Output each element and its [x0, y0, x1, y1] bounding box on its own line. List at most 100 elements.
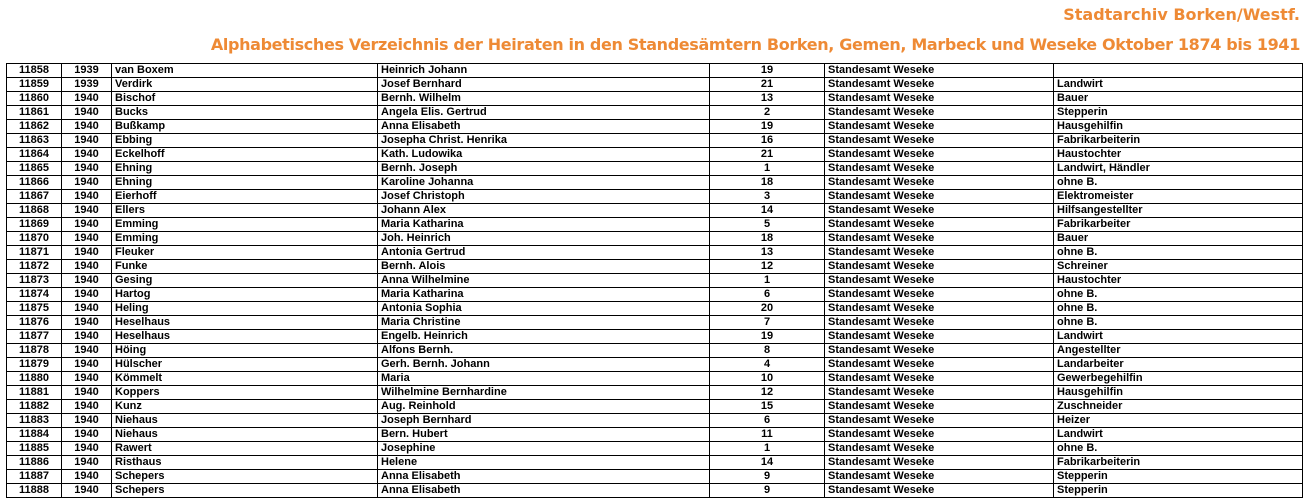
registry-office-cell: Standesamt Weseke — [824, 259, 1054, 274]
first-names-cell: Joh. Heinrich — [377, 231, 710, 246]
number-cell: 4 — [709, 357, 825, 372]
table-row: 11888 1940 Schepers Anna Elisabeth 9 Standesa… — [6, 483, 1303, 498]
entry-number-cell: 11882 — [6, 399, 62, 414]
registry-office-cell: Standesamt Weseke — [824, 203, 1054, 218]
surname-cell: Heselhaus — [111, 315, 378, 330]
registry-office-cell: Standesamt Weseke — [824, 119, 1054, 134]
year-cell: 1940 — [61, 427, 112, 442]
number-cell: 21 — [709, 147, 825, 162]
registry-office-cell: Standesamt Weseke — [824, 455, 1054, 470]
occupation-cell: Bauer — [1053, 91, 1303, 106]
entry-number-cell: 11884 — [6, 427, 62, 442]
occupation-cell: Haustochter — [1053, 147, 1303, 162]
table-row: 11868 1940 Ellers Johann Alex 14 Standesamt W… — [6, 203, 1303, 218]
table-row: 11867 1940 Eierhoff Josef Christoph 3 Standes… — [6, 189, 1303, 204]
surname-cell: Hartog — [111, 287, 378, 302]
first-names-cell: Maria Katharina — [377, 217, 710, 232]
year-cell: 1940 — [61, 329, 112, 344]
year-cell: 1940 — [61, 189, 112, 204]
first-names-cell: Bern. Hubert — [377, 427, 710, 442]
surname-cell: Ehning — [111, 175, 378, 190]
occupation-cell: Angestellter — [1053, 343, 1303, 358]
first-names-cell: Anna Elisabeth — [377, 469, 710, 484]
year-cell: 1940 — [61, 231, 112, 246]
surname-cell: Bußkamp — [111, 119, 378, 134]
entry-number-cell: 11883 — [6, 413, 62, 428]
occupation-cell: Elektromeister — [1053, 189, 1303, 204]
year-cell: 1940 — [61, 273, 112, 288]
year-cell: 1940 — [61, 343, 112, 358]
number-cell: 1 — [709, 441, 825, 456]
surname-cell: Ehning — [111, 161, 378, 176]
surname-cell: Hülscher — [111, 357, 378, 372]
entry-number-cell: 11885 — [6, 441, 62, 456]
surname-cell: Heling — [111, 301, 378, 316]
entry-number-cell: 11870 — [6, 231, 62, 246]
occupation-cell: ohne B. — [1053, 301, 1303, 316]
table-row: 11866 1940 Ehning Karoline Johanna 18 Standes… — [6, 175, 1303, 190]
entry-number-cell: 11868 — [6, 203, 62, 218]
surname-cell: Höing — [111, 343, 378, 358]
first-names-cell: Anna Elisabeth — [377, 483, 710, 498]
surname-cell: Kömmelt — [111, 371, 378, 386]
registry-office-cell: Standesamt Weseke — [824, 231, 1054, 246]
first-names-cell: Antonia Gertrud — [377, 245, 710, 260]
entry-number-cell: 11873 — [6, 273, 62, 288]
table-row: 11875 1940 Heling Antonia Sophia 20 Standesam… — [6, 301, 1303, 316]
entry-number-cell: 11872 — [6, 259, 62, 274]
entry-number-cell: 11887 — [6, 469, 62, 484]
occupation-cell: ohne B. — [1053, 287, 1303, 302]
occupation-cell: Stepperin — [1053, 469, 1303, 484]
year-cell: 1940 — [61, 385, 112, 400]
first-names-cell: Josef Bernhard — [377, 77, 710, 92]
first-names-cell: Maria — [377, 371, 710, 386]
number-cell: 1 — [709, 273, 825, 288]
occupation-cell: Fabrikarbeiter — [1053, 217, 1303, 232]
archive-name: Stadtarchiv Borken/Westf. — [1063, 5, 1300, 24]
occupation-cell: Hausgehilfin — [1053, 385, 1303, 400]
number-cell: 18 — [709, 231, 825, 246]
surname-cell: Gesing — [111, 273, 378, 288]
number-cell: 14 — [709, 203, 825, 218]
registry-office-cell: Standesamt Weseke — [824, 77, 1054, 92]
occupation-cell: Hausgehilfin — [1053, 119, 1303, 134]
entry-number-cell: 11862 — [6, 119, 62, 134]
occupation-cell: Gewerbegehilfin — [1053, 371, 1303, 386]
year-cell: 1940 — [61, 357, 112, 372]
surname-cell: Emming — [111, 217, 378, 232]
surname-cell: Niehaus — [111, 427, 378, 442]
surname-cell: Koppers — [111, 385, 378, 400]
registry-office-cell: Standesamt Weseke — [824, 469, 1054, 484]
entry-number-cell: 11877 — [6, 329, 62, 344]
entry-number-cell: 11860 — [6, 91, 62, 106]
surname-cell: Fleuker — [111, 245, 378, 260]
number-cell: 3 — [709, 189, 825, 204]
occupation-cell: ohne B. — [1053, 441, 1303, 456]
occupation-cell: ohne B. — [1053, 315, 1303, 330]
number-cell: 13 — [709, 245, 825, 260]
occupation-cell: Haustochter — [1053, 273, 1303, 288]
table-row: 11885 1940 Rawert Josephine 1 Standesamt Wese… — [6, 441, 1303, 456]
entry-number-cell: 11866 — [6, 175, 62, 190]
table-row: 11862 1940 Bußkamp Anna Elisabeth 19 Standesa… — [6, 119, 1303, 134]
number-cell: 16 — [709, 133, 825, 148]
entry-number-cell: 11888 — [6, 483, 62, 498]
surname-cell: Kunz — [111, 399, 378, 414]
year-cell: 1940 — [61, 399, 112, 414]
surname-cell: Ellers — [111, 203, 378, 218]
occupation-cell: Stepperin — [1053, 483, 1303, 498]
registry-office-cell: Standesamt Weseke — [824, 63, 1054, 78]
first-names-cell: Josephine — [377, 441, 710, 456]
surname-cell: Risthaus — [111, 455, 378, 470]
registry-office-cell: Standesamt Weseke — [824, 399, 1054, 414]
surname-cell: Eierhoff — [111, 189, 378, 204]
table-row: 11865 1940 Ehning Bernh. Joseph 1 Standesamt … — [6, 161, 1303, 176]
number-cell: 14 — [709, 455, 825, 470]
registry-office-cell: Standesamt Weseke — [824, 441, 1054, 456]
registry-office-cell: Standesamt Weseke — [824, 413, 1054, 428]
first-names-cell: Josepha Christ. Henrika — [377, 133, 710, 148]
table-row: 11879 1940 Hülscher Gerh. Bernh. Johann 4 Sta… — [6, 357, 1303, 372]
occupation-cell: Fabrikarbeiterin — [1053, 455, 1303, 470]
table-row: 11859 1939 Verdirk Josef Bernhard 21 Standesa… — [6, 77, 1303, 92]
registry-office-cell: Standesamt Weseke — [824, 371, 1054, 386]
